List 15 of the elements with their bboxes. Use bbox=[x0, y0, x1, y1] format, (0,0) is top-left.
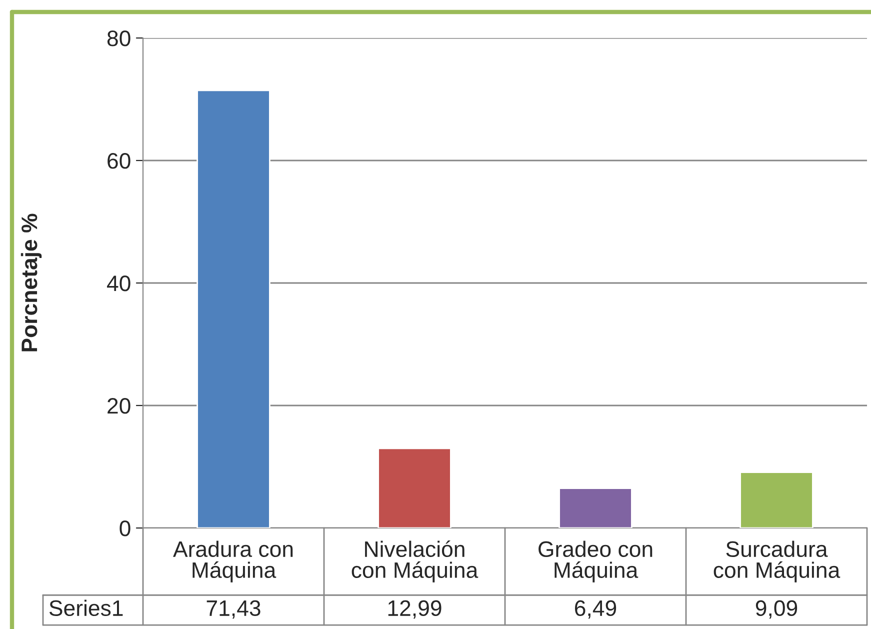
data-label: 12,99 bbox=[388, 600, 442, 619]
x-tick-label: Aradura con Máquina bbox=[173, 540, 293, 582]
data-label: 9,09 bbox=[756, 600, 798, 619]
y-tick-label: 80 bbox=[107, 30, 130, 46]
x-tick-label: Surcadura con Máquina bbox=[714, 540, 840, 582]
y-tick-label: 0 bbox=[120, 520, 130, 536]
x-tick-label: Gradeo con Máquina bbox=[538, 540, 652, 582]
text: Series1 bbox=[49, 600, 123, 616]
y-tick-label: 40 bbox=[106, 276, 130, 292]
y-axis-title: Porcnetaje % bbox=[20, 214, 42, 352]
y-tick-label: 20 bbox=[108, 398, 130, 414]
data-label: 71,43 bbox=[206, 600, 260, 619]
y-tick-label: 60 bbox=[108, 153, 130, 169]
x-tick-label: Nivelación con Máquina bbox=[352, 540, 478, 582]
data-label: 6,49 bbox=[575, 600, 616, 619]
